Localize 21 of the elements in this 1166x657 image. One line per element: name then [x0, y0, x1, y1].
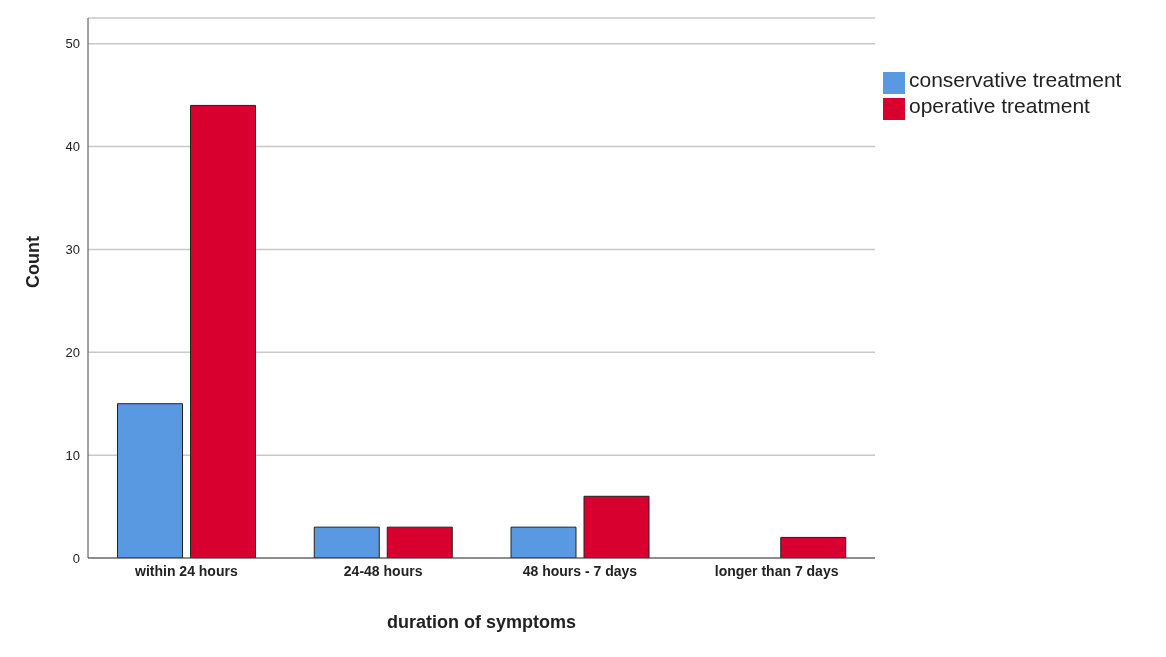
bar: [510, 526, 577, 558]
x-tick-label: 24-48 hours: [343, 562, 423, 579]
bar: [583, 495, 650, 558]
bar: [780, 536, 847, 558]
bar: [313, 526, 380, 558]
x-axis-title: duration of symptoms: [386, 612, 577, 632]
legend-label: operative treatment: [909, 93, 1090, 117]
bar: [190, 104, 257, 558]
y-tick-label: 20: [65, 344, 80, 360]
legend-label: conservative treatment: [909, 68, 1122, 91]
y-tick-label: 0: [72, 550, 80, 566]
x-tick-label: 48 hours - 7 days: [522, 562, 638, 579]
x-tick-label: longer than 7 days: [714, 562, 839, 579]
y-tick-label: 50: [65, 36, 80, 52]
y-tick-label: 30: [65, 242, 80, 258]
bar: [386, 526, 453, 558]
y-axis-title: Count: [23, 236, 44, 288]
y-tick-label: 40: [65, 139, 80, 155]
bar: [117, 403, 184, 558]
y-tick-label: 10: [65, 447, 80, 463]
x-tick-label: within 24 hours: [134, 562, 238, 579]
